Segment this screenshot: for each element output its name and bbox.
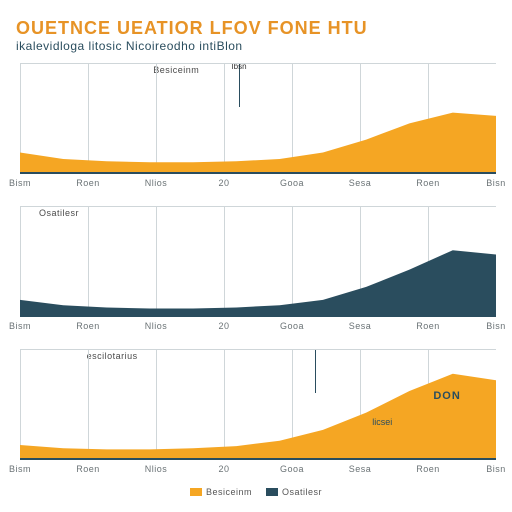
- x-tick-label: Roen: [416, 178, 440, 188]
- plot-area: Ibsn: [20, 63, 496, 174]
- x-axis-ticks: BismRoenNlios20GooaSesaRoenBisn: [20, 178, 496, 192]
- panel-1: BesiceinmIbsnBismRoenNlios20GooaSesaRoen…: [10, 59, 502, 196]
- x-tick-label: Bisn: [486, 464, 506, 474]
- chart-title: OUETNCE UEATIOR LFOV FONE HTU: [10, 18, 502, 39]
- x-tick-label: 20: [218, 178, 229, 188]
- x-axis-ticks: BismRoenNlios20GooaSesaRoenBisn: [20, 321, 496, 335]
- x-tick-label: Bisn: [486, 178, 506, 188]
- panel-2: OsatilesrBismRoenNlios20GooaSesaRoenBisn: [10, 202, 502, 339]
- event-marker-label: Ibsn: [231, 63, 246, 71]
- plot-area: DON licsei: [20, 349, 496, 460]
- legend-label: Osatilesr: [282, 487, 322, 497]
- x-tick-label: Bisn: [486, 321, 506, 331]
- x-tick-label: Bism: [9, 321, 31, 331]
- legend-item: Besiceinm: [190, 487, 252, 497]
- panel-3: escilotariusDONlicseiBismRoenNlios20Gooa…: [10, 345, 502, 482]
- x-tick-label: Nlios: [145, 321, 168, 331]
- x-tick-label: Bism: [9, 464, 31, 474]
- legend-item: Osatilesr: [266, 487, 322, 497]
- inset-label: licsei: [372, 417, 392, 427]
- x-tick-label: Gooa: [280, 321, 304, 331]
- panel-container: BesiceinmIbsnBismRoenNlios20GooaSesaRoen…: [10, 59, 502, 482]
- area-fill: [20, 350, 496, 458]
- x-tick-label: Roen: [76, 464, 100, 474]
- event-marker: [315, 350, 316, 393]
- legend-swatch: [190, 488, 202, 496]
- chart-subtitle: ikalevidloga litosic Nicoireodho intiBlo…: [10, 39, 502, 53]
- x-tick-label: Bism: [9, 178, 31, 188]
- x-tick-label: Roen: [76, 178, 100, 188]
- x-tick-label: Roen: [76, 321, 100, 331]
- x-tick-label: Gooa: [280, 464, 304, 474]
- x-tick-label: Roen: [416, 464, 440, 474]
- callout-badge: DON: [429, 389, 464, 403]
- x-axis-ticks: BismRoenNlios20GooaSesaRoenBisn: [20, 464, 496, 478]
- x-tick-label: 20: [218, 464, 229, 474]
- x-tick-label: Roen: [416, 321, 440, 331]
- area-fill: [20, 207, 496, 315]
- area-fill: [20, 64, 496, 172]
- x-tick-label: Sesa: [349, 464, 372, 474]
- legend-swatch: [266, 488, 278, 496]
- page-root: OUETNCE UEATIOR LFOV FONE HTU ikalevidlo…: [0, 0, 512, 512]
- legend-label: Besiceinm: [206, 487, 252, 497]
- x-tick-label: Sesa: [349, 178, 372, 188]
- legend: Besiceinm Osatilesr: [10, 482, 502, 502]
- x-tick-label: Nlios: [145, 464, 168, 474]
- x-tick-label: Sesa: [349, 321, 372, 331]
- x-tick-label: 20: [218, 321, 229, 331]
- plot-area: [20, 206, 496, 317]
- x-tick-label: Nlios: [145, 178, 168, 188]
- x-tick-label: Gooa: [280, 178, 304, 188]
